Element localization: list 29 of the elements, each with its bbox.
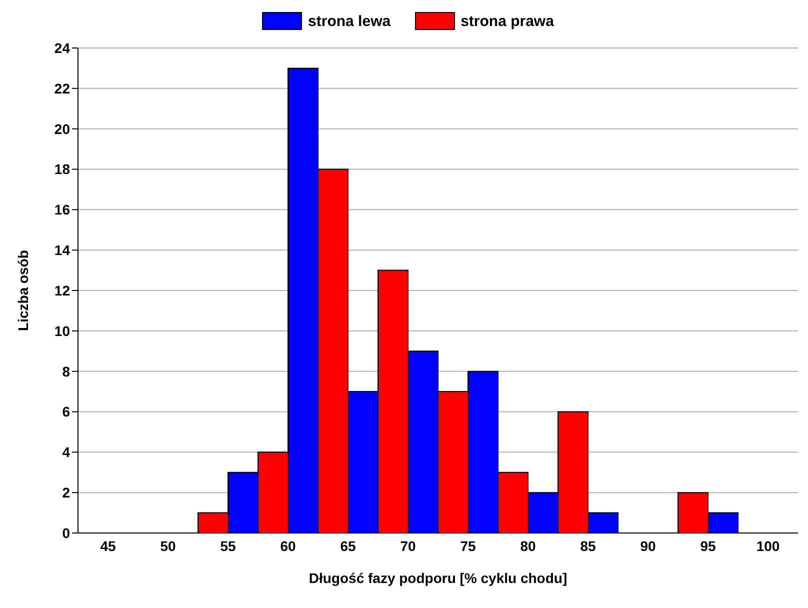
x-tick-label: 65: [340, 538, 356, 554]
x-tick-label: 75: [460, 538, 476, 554]
y-tick-label: 20: [54, 120, 70, 137]
x-tick-label: 90: [640, 538, 656, 554]
x-tick-label: 55: [220, 538, 236, 554]
y-tick-label: 14: [54, 242, 70, 258]
y-tick-label: 0: [62, 524, 70, 541]
x-tick-label: 60: [280, 538, 296, 554]
y-tick-label: 10: [54, 322, 70, 339]
y-tick-label: 18: [54, 161, 70, 178]
y-axis-title: Liczba osób: [14, 250, 31, 331]
x-tick-label: 80: [520, 538, 536, 554]
x-tick-label: 100: [756, 538, 780, 554]
y-tick-label: 22: [54, 80, 70, 96]
y-tick-label: 8: [62, 363, 70, 380]
x-tick-label: 95: [700, 538, 716, 554]
y-tick-label: 4: [62, 444, 70, 460]
y-tick-label: 16: [54, 202, 70, 218]
y-tick-label: 12: [54, 282, 70, 298]
x-axis-title: Długość fazy podporu [% cyklu chodu]: [308, 570, 568, 586]
y-tick-label: 2: [62, 484, 70, 501]
y-tick-label: 24: [54, 40, 70, 56]
y-tick-label: 6: [62, 404, 70, 420]
x-tick-label: 85: [580, 538, 596, 554]
x-tick-label: 70: [400, 538, 416, 554]
x-tick-label: 45: [100, 538, 116, 554]
x-tick-label: 50: [160, 538, 176, 554]
legend-label: strona lewa: [308, 12, 391, 30]
legend-label: strona prawa: [460, 12, 554, 30]
